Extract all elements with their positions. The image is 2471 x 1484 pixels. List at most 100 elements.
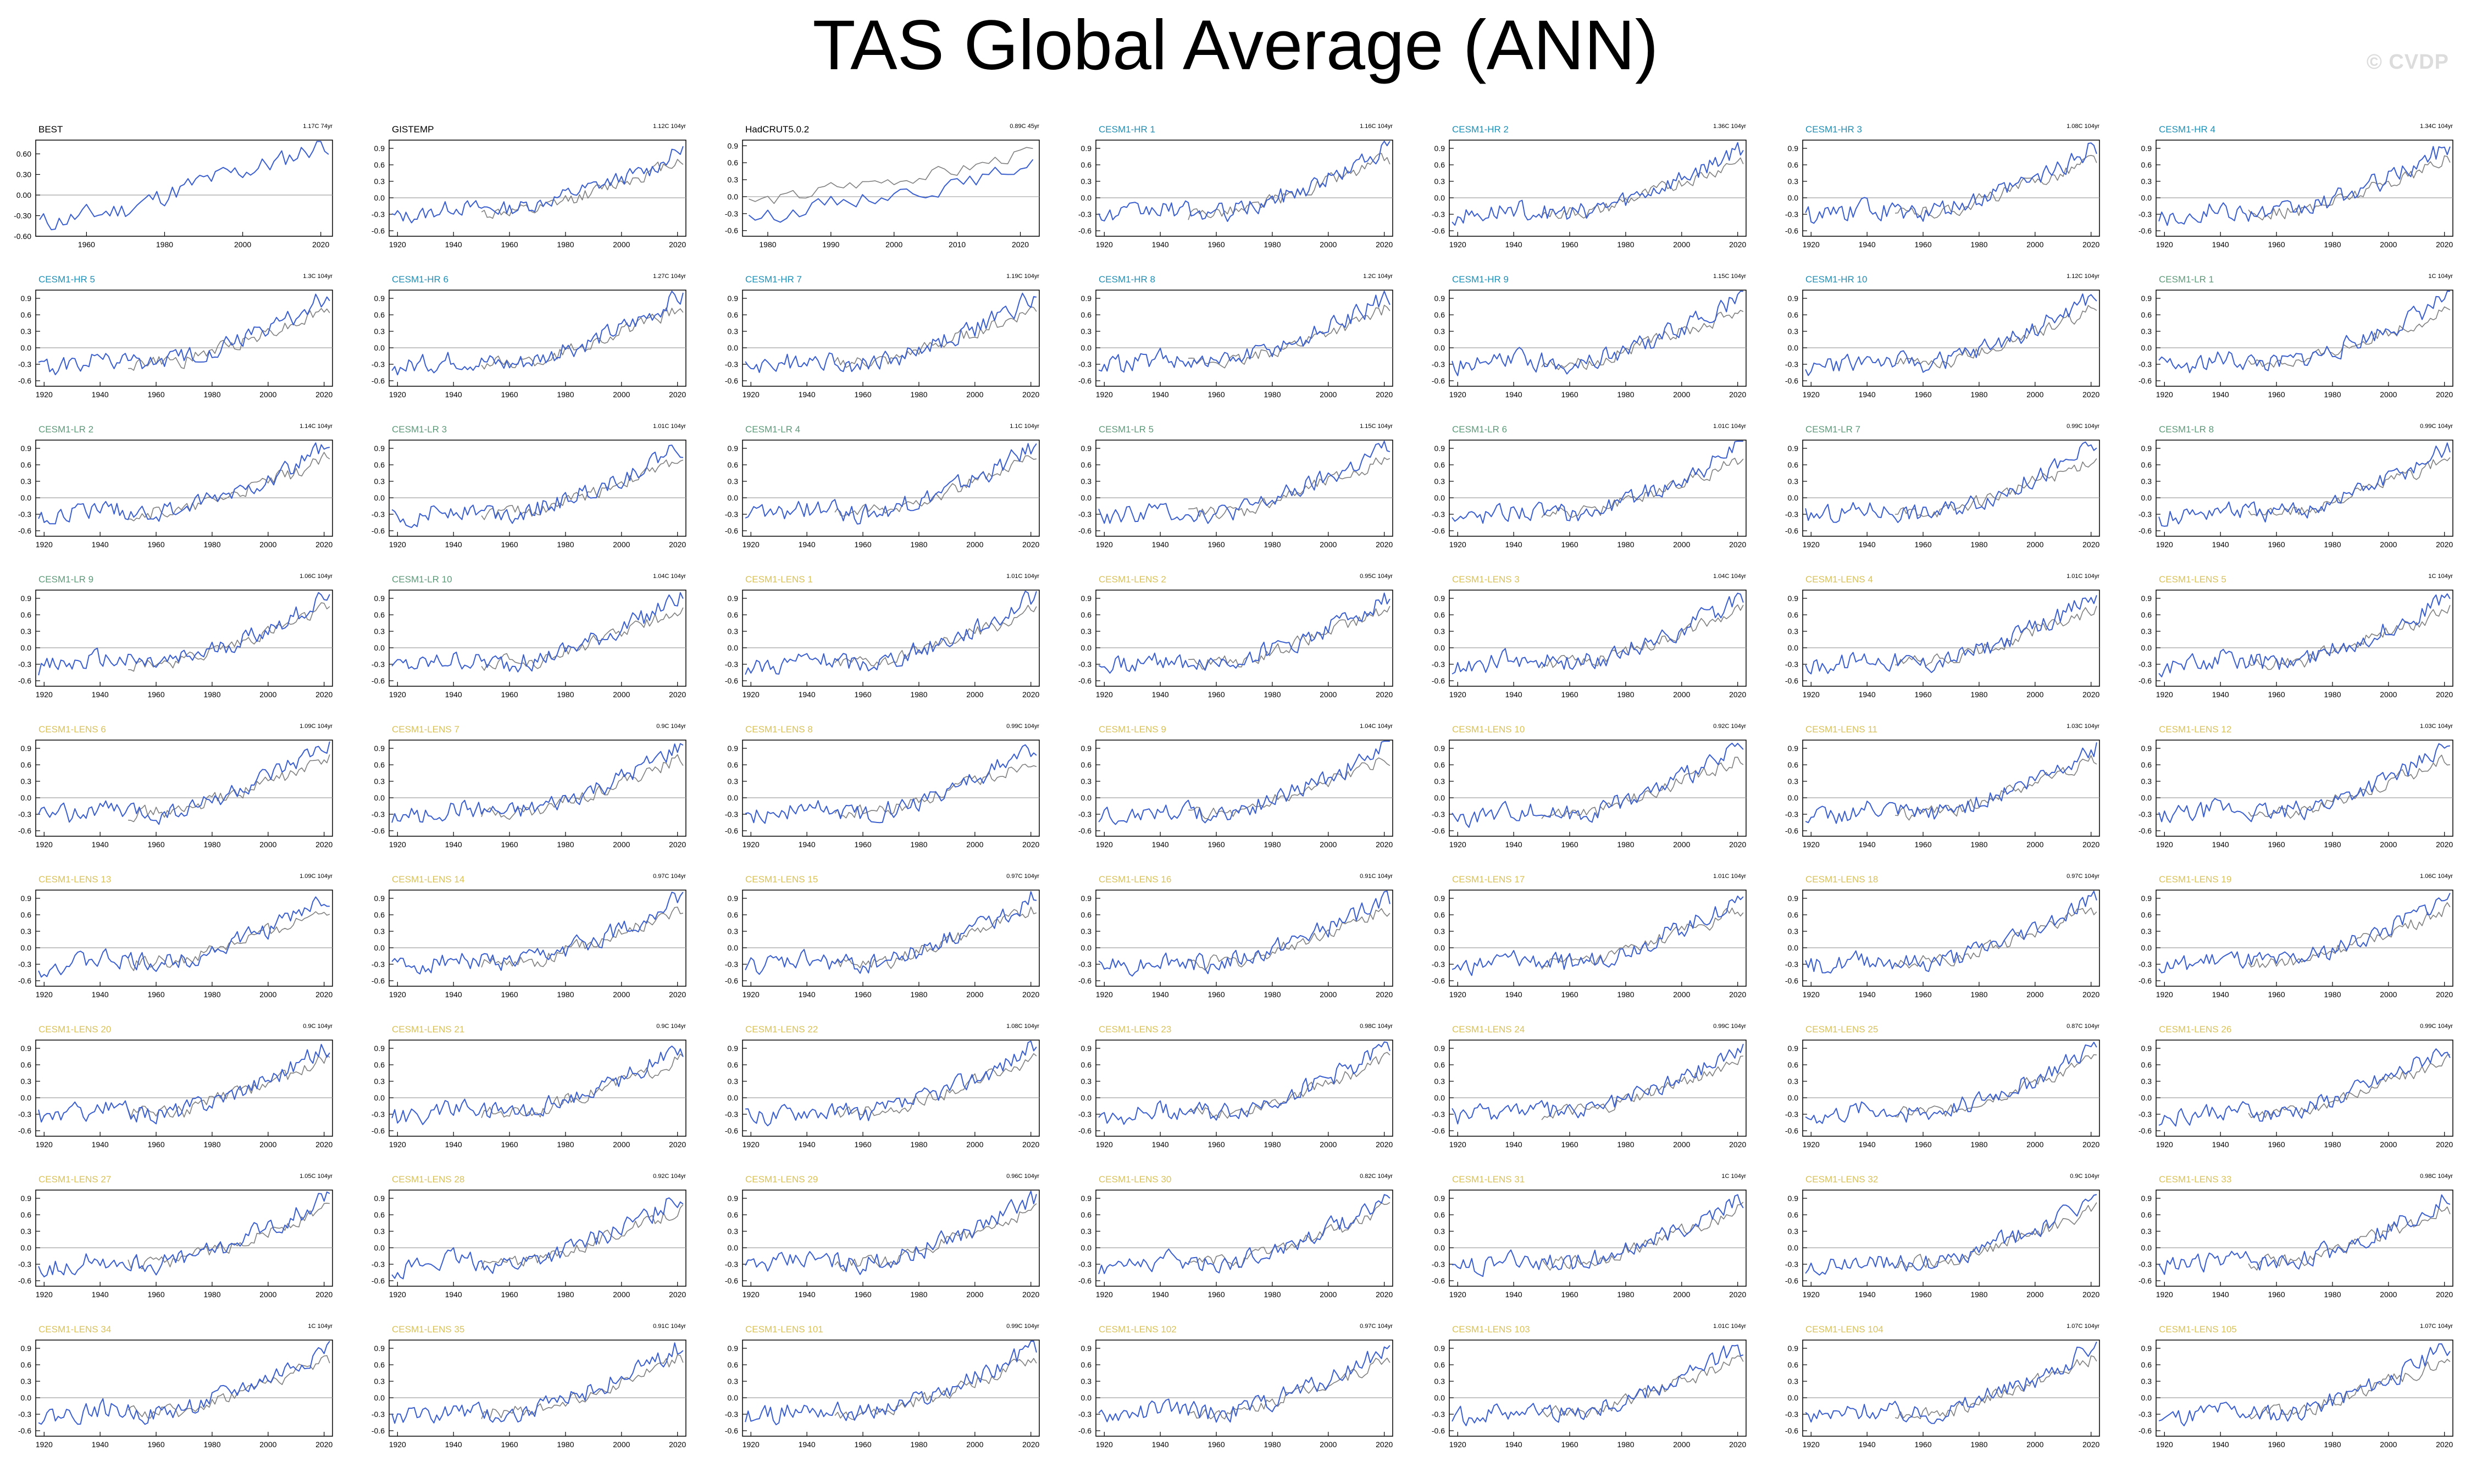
panel: CESM1-LR 10 1.04C 104yr 0.9 0.6 0.3 0.0 -0.3 -0… <box>353 565 707 715</box>
x-tick-label: 2000 <box>1320 1290 1337 1299</box>
y-tick-label: 0.3 <box>728 1377 739 1386</box>
panel-plot: 0.9 0.6 0.3 0.0 -0.3 -0.6 1920 1940 1960 1980 2000… <box>1078 440 1393 549</box>
x-tick-label: 2000 <box>2380 390 2397 399</box>
panel-plot: 0.9 0.6 0.3 0.0 -0.3 -0.6 1920 1940 1960 1980 2000… <box>1432 890 1747 999</box>
x-tick-label: 2000 <box>966 690 983 699</box>
plot-frame <box>389 140 686 237</box>
model-series-line <box>745 1041 1037 1126</box>
plot-frame <box>2156 290 2453 387</box>
y-tick-label: 0.6 <box>728 610 739 619</box>
plot-frame <box>35 740 333 837</box>
panel-title: CESM1-LENS 34 <box>38 1324 112 1335</box>
panel: CESM1-LENS 7 0.9C 104yr 0.9 0.6 0.3 0.0 -0.3 -0… <box>353 715 707 865</box>
panel-trend-label: 1C 104yr <box>2428 573 2453 580</box>
panel-title: CESM1-LENS 11 <box>1805 724 1878 735</box>
plot-frame <box>1095 1190 1393 1287</box>
x-tick-label: 1960 <box>147 1290 164 1299</box>
y-tick-label: 0.6 <box>1788 910 1799 919</box>
x-tick-label: 2000 <box>613 1140 630 1149</box>
y-tick-label: 0.6 <box>21 1360 32 1369</box>
panel-plot: 0.9 0.6 0.3 0.0 -0.3 -0.6 1920 1940 1960 1980 2000… <box>372 1040 686 1149</box>
y-tick-label: -0.3 <box>18 960 31 969</box>
x-tick-label: 2000 <box>966 1140 983 1149</box>
y-tick-label: -0.3 <box>372 360 385 369</box>
y-tick-label: 0.9 <box>728 1194 739 1203</box>
x-tick-label: 1980 <box>203 990 220 999</box>
panel: CESM1-LR 3 1.01C 104yr 0.9 0.6 0.3 0.0 -0.3 -0.… <box>353 415 707 565</box>
plot-frame <box>742 290 1040 387</box>
x-tick-label: 2000 <box>1673 1440 1690 1449</box>
x-tick-label: 1960 <box>501 990 518 999</box>
reference-series-line <box>2248 605 2451 670</box>
x-tick-label: 1920 <box>1096 840 1113 849</box>
x-tick-label: 1940 <box>799 390 816 399</box>
x-tick-label: 2020 <box>1022 840 1039 849</box>
x-tick-label: 1980 <box>203 840 220 849</box>
x-tick-label: 2020 <box>312 240 329 249</box>
panel-title: CESM1-LENS 17 <box>1452 874 1525 885</box>
y-tick-label: -0.6 <box>18 376 31 385</box>
x-tick-label: 1960 <box>2268 840 2285 849</box>
y-tick-label: 0.9 <box>21 894 32 903</box>
y-tick-label: 0.0 <box>1788 193 1799 202</box>
x-tick-label: 1960 <box>1207 240 1225 249</box>
model-series-line <box>2158 892 2451 974</box>
y-tick-label: 0.3 <box>1788 177 1799 186</box>
panel-trend-label: 1.03C 104yr <box>2420 723 2453 730</box>
y-tick-label: 0.6 <box>728 310 739 319</box>
y-tick-label: -0.6 <box>1785 376 1798 385</box>
panel-title: CESM1-LENS 105 <box>2159 1324 2237 1335</box>
plot-frame <box>1449 1190 1747 1287</box>
y-tick-label: -0.6 <box>1432 976 1445 985</box>
x-tick-label: 1960 <box>1561 990 1578 999</box>
x-tick-label: 2000 <box>2026 1290 2043 1299</box>
x-tick-label: 1920 <box>1096 390 1113 399</box>
reference-series-line <box>481 459 684 520</box>
panel-trend-label: 1.01C 104yr <box>1713 873 1746 880</box>
reference-series-line <box>128 452 330 521</box>
model-series-line <box>1805 1194 2097 1276</box>
x-tick-label: 1980 <box>759 240 776 249</box>
reference-series-line <box>481 607 684 671</box>
y-tick-label: -0.6 <box>372 676 385 685</box>
y-tick-label: -0.60 <box>14 232 31 241</box>
x-tick-label: 1960 <box>854 390 871 399</box>
panel: CESM1-LENS 27 1.05C 104yr 0.9 0.6 0.3 0.0 -0.3… <box>0 1165 353 1315</box>
y-tick-label: 0.6 <box>1081 160 1092 169</box>
y-tick-label: 0.6 <box>1434 160 1445 169</box>
model-series-line <box>1451 896 1744 976</box>
x-tick-label: 2020 <box>1376 1140 1393 1149</box>
panel-plot: 0.9 0.6 0.3 0.0 -0.3 -0.6 1920 1940 1960 1980 2000… <box>2138 890 2453 999</box>
y-tick-label: 0.3 <box>1788 477 1799 486</box>
panel-trend-label: 0.82C 104yr <box>1360 1173 1393 1180</box>
x-tick-label: 1940 <box>92 1440 109 1449</box>
plot-frame <box>389 1340 686 1437</box>
reference-series-line <box>128 308 330 371</box>
y-tick-label: 0.6 <box>2141 1360 2152 1369</box>
x-tick-label: 2000 <box>2026 1140 2043 1149</box>
y-tick-label: 0.3 <box>21 1077 32 1086</box>
x-tick-label: 2020 <box>315 540 333 549</box>
y-tick-label: -0.3 <box>725 510 738 519</box>
panel-plot: 0.9 0.6 0.3 0.0 -0.3 -0.6 1920 1940 1960 1980 2000… <box>725 890 1040 999</box>
panel-trend-label: 0.95C 104yr <box>1360 573 1393 580</box>
reference-series-line <box>481 1354 684 1419</box>
x-tick-label: 1960 <box>501 840 518 849</box>
panel-trend-label: 0.92C 104yr <box>1713 723 1746 730</box>
x-tick-label: 1980 <box>1617 1440 1634 1449</box>
x-tick-label: 2000 <box>1673 1290 1690 1299</box>
plot-frame <box>2156 1190 2453 1287</box>
x-tick-label: 1980 <box>2324 1290 2341 1299</box>
x-tick-label: 1980 <box>1970 1290 1987 1299</box>
y-tick-label: -0.6 <box>372 1276 385 1285</box>
x-tick-label: 2000 <box>1320 390 1337 399</box>
panel: CESM1-LENS 24 0.99C 104yr 0.9 0.6 0.3 0.0 -0.3… <box>1414 1015 1767 1165</box>
x-tick-label: 1980 <box>1970 690 1987 699</box>
y-tick-label: -0.3 <box>372 960 385 969</box>
reference-series-line <box>1541 1355 1744 1418</box>
y-tick-label: 0.3 <box>728 777 739 786</box>
plot-frame <box>2156 590 2453 687</box>
x-tick-label: 1940 <box>2212 1290 2229 1299</box>
panel-title: CESM1-LR 6 <box>1452 424 1508 435</box>
y-tick-label: 0.9 <box>2141 744 2152 753</box>
